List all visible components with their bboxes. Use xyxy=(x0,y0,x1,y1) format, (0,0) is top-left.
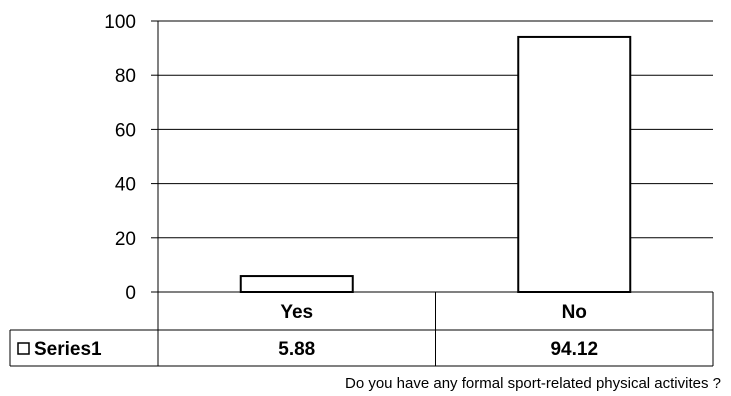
bar-yes xyxy=(239,275,354,293)
data-label: 5.88 xyxy=(278,339,315,360)
y-tick-labels: 0 20 40 60 80 100 xyxy=(104,12,136,304)
y-tick-label: 20 xyxy=(115,229,136,250)
legend-series-name: Series1 xyxy=(34,339,102,360)
data-table: Yes No Series1 5.88 94.12 xyxy=(9,291,714,367)
x-axis-title: Do you have any formal sport-related phy… xyxy=(345,375,721,392)
y-tick-label: 0 xyxy=(125,283,136,304)
y-tick-label: 80 xyxy=(115,66,136,87)
axes xyxy=(151,20,159,293)
x-tick-label: No xyxy=(562,302,587,323)
y-tick-label: 60 xyxy=(115,120,136,141)
bar-no xyxy=(517,35,632,293)
y-tick-label: 100 xyxy=(104,12,136,33)
x-tick-label: Yes xyxy=(280,302,313,323)
data-label: 94.12 xyxy=(550,339,598,360)
legend-key xyxy=(17,342,30,355)
y-tick-label: 40 xyxy=(115,175,136,196)
bars xyxy=(239,35,632,293)
